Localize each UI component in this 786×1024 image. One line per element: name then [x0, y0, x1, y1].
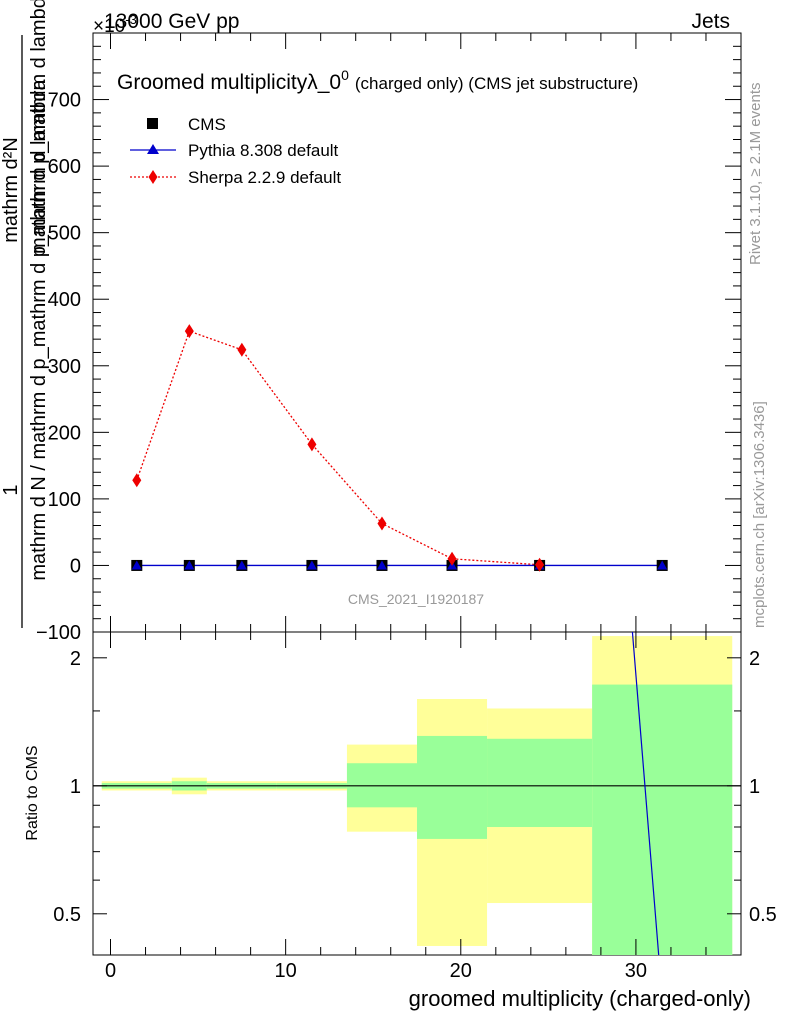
y-tick-label: 0 — [70, 555, 81, 577]
legend-pythia-label: Pythia 8.308 default — [188, 141, 339, 160]
ratio-axis: 0.5 0.5 1 1 2 2 — [53, 648, 777, 926]
ratio-band-inner — [417, 735, 488, 839]
ratio-y-label: Ratio to CMS — [24, 745, 41, 840]
main-series — [131, 324, 668, 572]
sherpa-line — [136, 330, 540, 566]
ratio-band-inner — [592, 684, 733, 955]
legend-sherpa-label: Sherpa 2.2.9 default — [188, 168, 341, 187]
sherpa-point — [237, 342, 247, 357]
ratio-y-tick-label: 1 — [70, 776, 81, 798]
legend: CMS Pythia 8.308 default Sherpa 2.2.9 de… — [130, 115, 341, 187]
x-tick-label: 30 — [625, 960, 647, 982]
y-tick-label: 200 — [48, 422, 81, 444]
sherpa-point — [184, 324, 194, 339]
y-label-denominator: mathrm d N / mathrm d p_mathrm d p_mathr… — [28, 78, 50, 580]
main-y-label: 1 mathrm d N / mathrm d p_mathrm d p_mat… — [0, 0, 50, 628]
sherpa-point — [447, 551, 457, 566]
pythia-point — [236, 560, 247, 570]
x-tick-label: 20 — [450, 960, 472, 982]
y-tick-label: 500 — [48, 223, 81, 245]
sherpa-point — [377, 516, 387, 531]
legend-pythia-marker — [147, 144, 159, 154]
x-axis: 0 10 20 30 — [105, 33, 707, 982]
y-tick-label: 300 — [48, 356, 81, 378]
pythia-point — [131, 560, 142, 570]
sherpa-point — [535, 557, 545, 572]
ratio-y-tick-label-right: 0.5 — [749, 904, 777, 926]
rivet-label: Rivet 3.1.10, ≥ 2.1M events — [747, 83, 764, 266]
pythia-point — [657, 560, 668, 570]
header-multiplier: ×10-3 — [93, 12, 137, 37]
y-tick-label: 400 — [48, 289, 81, 311]
analysis-label: CMS_2021_I1920187 — [348, 591, 484, 607]
ratio-y-tick-label-right: 2 — [749, 648, 760, 670]
x-tick-label: 0 — [105, 960, 116, 982]
ratio-band-inner — [487, 738, 593, 828]
y-label-fraction-denominator: mathrm d p_mathrm d lambda — [28, 0, 50, 254]
y-tick-label: 700 — [48, 90, 81, 112]
sherpa-point — [132, 473, 142, 488]
x-tick-label: 10 — [275, 960, 297, 982]
ratio-plot-frame — [92, 631, 742, 956]
ratio-bands — [93, 631, 741, 956]
header-right: Jets — [691, 10, 730, 33]
legend-sherpa-marker — [148, 170, 158, 184]
ratio-y-tick-label-right: 1 — [749, 776, 760, 798]
pythia-point — [376, 560, 387, 570]
y-tick-label: 100 — [48, 489, 81, 511]
legend-cms-marker — [147, 118, 158, 129]
x-axis-label: groomed multiplicity (charged-only) — [409, 986, 751, 1011]
pythia-point — [184, 560, 195, 570]
ratio-y-tick-label: 0.5 — [53, 904, 81, 926]
sherpa-point — [307, 437, 317, 452]
y-tick-label: −100 — [36, 622, 81, 644]
main-axis: −100 0 100 200 300 400 500 600 700 — [36, 45, 741, 644]
y-tick-label: 600 — [48, 156, 81, 178]
ratio-y-tick-label: 2 — [70, 648, 81, 670]
header-left: 13000 GeV pp — [104, 10, 239, 33]
y-label-fraction-numerator: mathrm d²N — [0, 137, 22, 243]
chart-title: Groomed multiplicityλ_00 (charged only) (… — [117, 67, 638, 94]
mcplots-label: mcplots.cern.ch [arXiv:1306.3436] — [751, 401, 768, 628]
y-label-numerator: 1 — [0, 484, 22, 495]
legend-cms-label: CMS — [188, 115, 226, 134]
pythia-point — [306, 560, 317, 570]
ratio-pythia-line — [631, 631, 660, 956]
